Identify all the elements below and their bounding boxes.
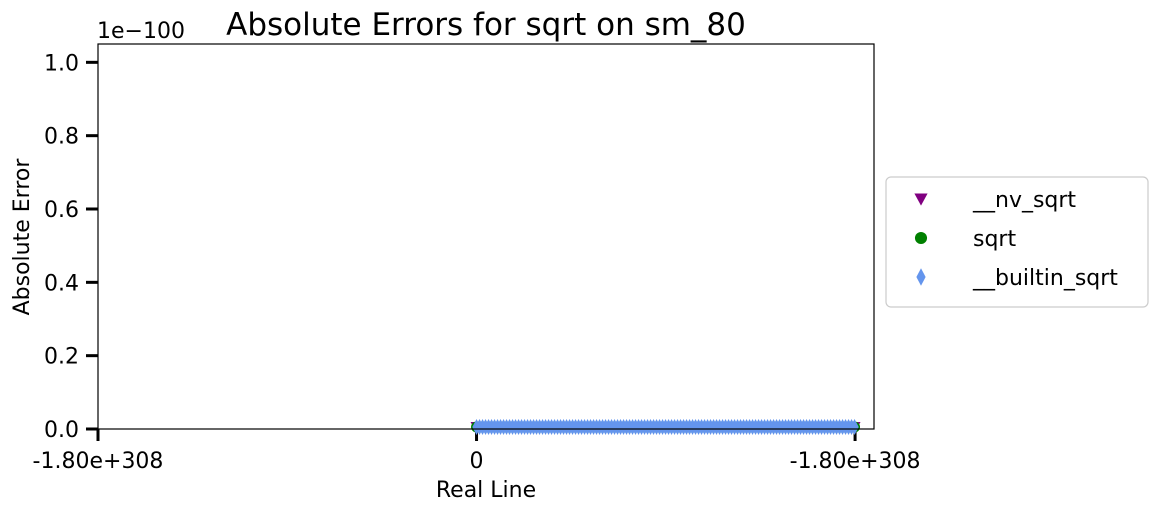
y-tick-label: 1.0	[44, 51, 79, 76]
legend-marker	[914, 231, 928, 245]
chart-title: Absolute Errors for sqrt on sm_80	[226, 7, 746, 43]
x-axis-ticks: -1.80e+308 0 -1.80e+308	[33, 429, 921, 474]
x-axis-label: Real Line	[436, 478, 536, 503]
series-builtinsqrt	[472, 419, 859, 435]
y-tick-label: 0.2	[44, 345, 79, 370]
plot-area	[470, 419, 861, 435]
legend-label: __builtin_sqrt	[972, 266, 1118, 291]
legend-label: sqrt	[973, 227, 1016, 252]
y-tick-label: 0.6	[44, 198, 79, 223]
legend-frame	[885, 176, 1149, 308]
x-tick-label: 0	[470, 449, 484, 474]
y-axis-ticks: 0.0 0.2 0.4 0.6 0.8 1.0	[44, 51, 98, 443]
legend-label: __nv_sqrt	[972, 188, 1076, 213]
plot-frame	[97, 43, 875, 430]
legend-marker	[914, 193, 928, 206]
x-tick-label: -1.80e+308	[790, 449, 921, 474]
y-offset-label: 1e−100	[97, 19, 185, 44]
legend-marker	[916, 268, 926, 286]
y-tick-label: 0.4	[44, 271, 79, 296]
y-axis-label: Absolute Error	[10, 158, 35, 316]
data-point	[850, 419, 859, 435]
x-tick-label: -1.80e+308	[33, 449, 164, 474]
y-tick-label: 0.8	[44, 125, 79, 150]
y-tick-label: 0.0	[44, 418, 79, 443]
